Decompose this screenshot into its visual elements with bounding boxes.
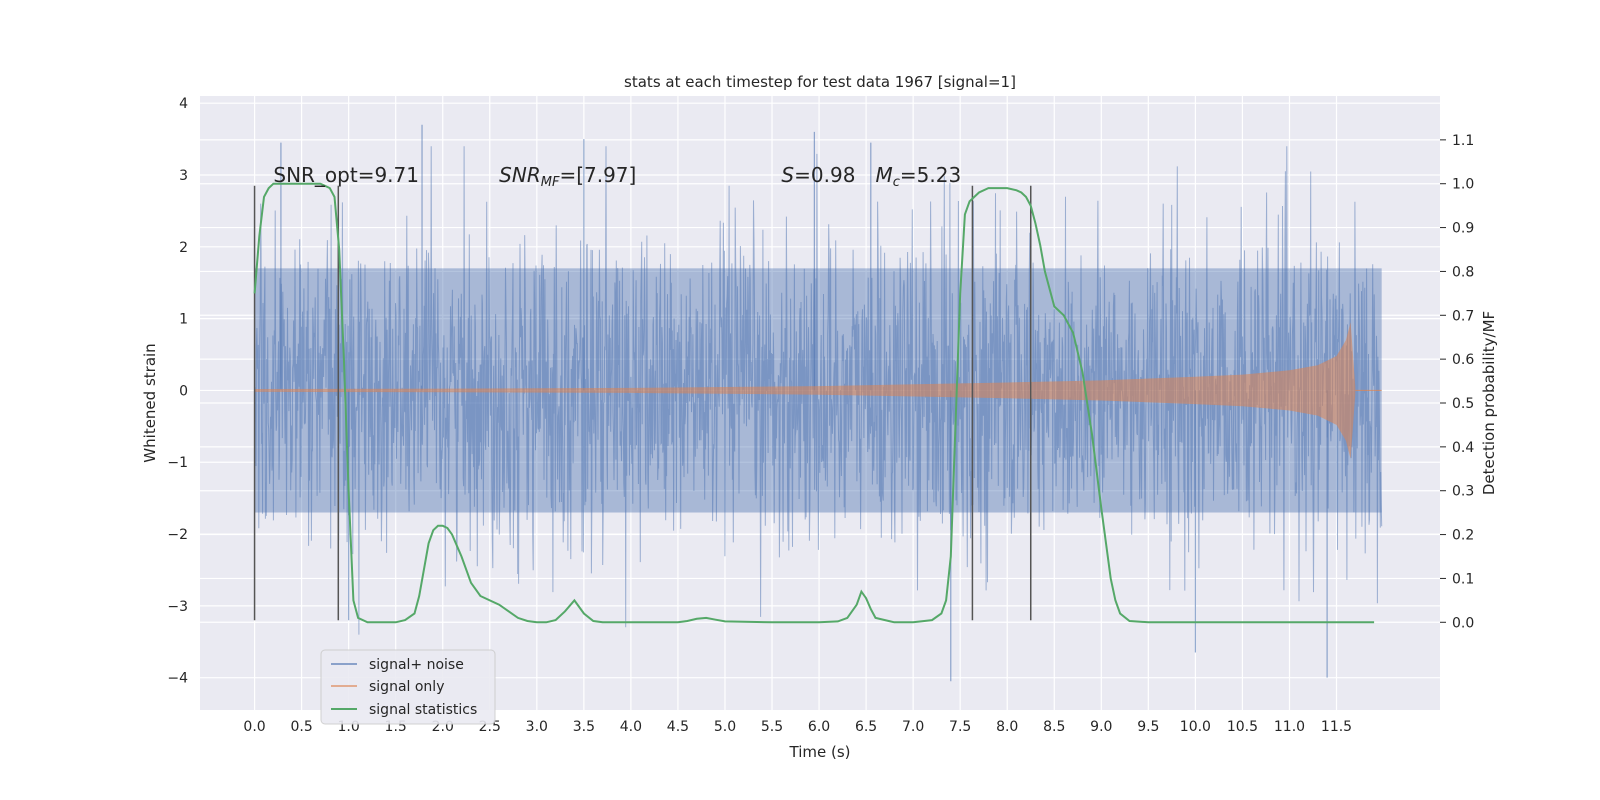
y-tick-label-4: 0 [179, 383, 188, 399]
y-tick-label-right-3: 0.3 [1452, 484, 1474, 500]
annotation-1-main: SNR [499, 163, 541, 187]
legend-label-signal-statistics: signal statistics [369, 702, 477, 718]
vertical-markers [253, 185, 1032, 621]
annotation-1-rest: =[7.97] [559, 163, 636, 187]
x-tick-label-6: 3.0 [526, 719, 548, 735]
annotation-2-rest: =0.98 [794, 163, 855, 187]
y-tick-label-right-11: 1.1 [1452, 133, 1474, 149]
y-tick-label-right-9: 0.9 [1452, 221, 1474, 237]
x-tick-label-9: 4.5 [667, 719, 689, 735]
chart-title: stats at each timestep for test data 196… [624, 73, 1016, 91]
y-tick-label-right-4: 0.4 [1452, 440, 1474, 456]
annotations: SNR_opt=9.71 SNRMF=[7.97] S=0.98 Mc=5.23 [273, 163, 961, 190]
y-tick-label-3: −1 [167, 455, 188, 471]
x-tick-label-8: 4.0 [620, 719, 642, 735]
statistics-line [253, 182, 1375, 624]
y-tick-label-1: −3 [167, 599, 188, 615]
y-axis-label: Whitened strain [141, 343, 159, 462]
x-tick-label-0: 0.0 [243, 719, 265, 735]
y-tick-label-8: 4 [179, 96, 188, 112]
legend-box [320, 649, 496, 725]
x-tick-label-7: 3.5 [573, 719, 595, 735]
y-tick-labels: −4 −3 −2 −1 0 1 2 3 4 [167, 96, 188, 687]
annotation-0-main: SNR_opt=9.71 [273, 163, 419, 187]
legend-label-signal-only: signal only [369, 679, 444, 695]
x-tick-label-11: 5.5 [761, 719, 783, 735]
annotation-3-main: M [876, 163, 893, 187]
x-tick-label-17: 8.5 [1043, 719, 1065, 735]
x-tick-label-20: 10.0 [1180, 719, 1211, 735]
noise-trace [254, 146, 1383, 635]
y-tick-labels-right: 0.0 0.1 0.2 0.3 0.4 0.5 0.6 0.7 0.8 0.9 1.0 1.1 [1440, 133, 1474, 631]
annotation-3: Mc=5.23 [876, 163, 962, 190]
y-tick-label-2: −2 [167, 527, 188, 543]
y-tick-label-right-6: 0.6 [1452, 352, 1474, 368]
annotation-1-sub: MF [541, 175, 560, 190]
y-tick-label-0: −4 [167, 671, 188, 687]
annotation-0: SNR_opt=9.71 [273, 163, 419, 187]
y-tick-label-7: 3 [179, 168, 188, 184]
annotation-1: SNRMF=[7.97] [499, 163, 636, 190]
annotation-3-rest: =5.23 [900, 163, 961, 187]
x-tick-label-23: 11.5 [1321, 719, 1352, 735]
y-tick-label-right-5: 0.5 [1452, 396, 1474, 412]
y-tick-label-right-2: 0.2 [1452, 528, 1474, 544]
x-tick-label-19: 9.5 [1137, 719, 1159, 735]
x-tick-label-10: 5.0 [714, 719, 736, 735]
x-axis-label: Time (s) [789, 743, 851, 761]
x-tick-label-13: 6.5 [855, 719, 877, 735]
y-tick-label-right-8: 0.8 [1452, 264, 1474, 280]
annotation-2: S=0.98 [781, 163, 855, 187]
annotation-3-sub: c [893, 175, 900, 190]
x-tick-label-1: 0.5 [290, 719, 312, 735]
series-signal-statistics [253, 182, 1375, 624]
x-tick-label-12: 6.0 [808, 719, 830, 735]
signal-envelope [254, 322, 1356, 459]
x-tick-label-16: 8.0 [996, 719, 1018, 735]
annotation-2-main: S [781, 163, 794, 187]
y-tick-label-right-10: 1.0 [1452, 177, 1474, 193]
x-tick-label-15: 7.5 [949, 719, 971, 735]
y-tick-label-right-0: 0.0 [1452, 615, 1474, 631]
x-tick-label-14: 7.0 [902, 719, 924, 735]
x-tick-label-21: 10.5 [1227, 719, 1258, 735]
series-signal-only [254, 322, 1382, 459]
legend-label-signal-noise: signal+ noise [369, 657, 464, 673]
y-tick-label-5: 1 [179, 312, 188, 328]
x-tick-label-18: 9.0 [1090, 719, 1112, 735]
y-tick-label-right-1: 0.1 [1452, 571, 1474, 587]
y-tick-label-6: 2 [179, 240, 188, 256]
y-axis-label-right: Detection probability/MF [1480, 311, 1498, 495]
grid [200, 96, 1440, 710]
legend: signal+ noise signal only signal statist… [320, 649, 496, 725]
x-tick-label-22: 11.0 [1274, 719, 1305, 735]
y-tick-label-right-7: 0.7 [1452, 308, 1474, 324]
